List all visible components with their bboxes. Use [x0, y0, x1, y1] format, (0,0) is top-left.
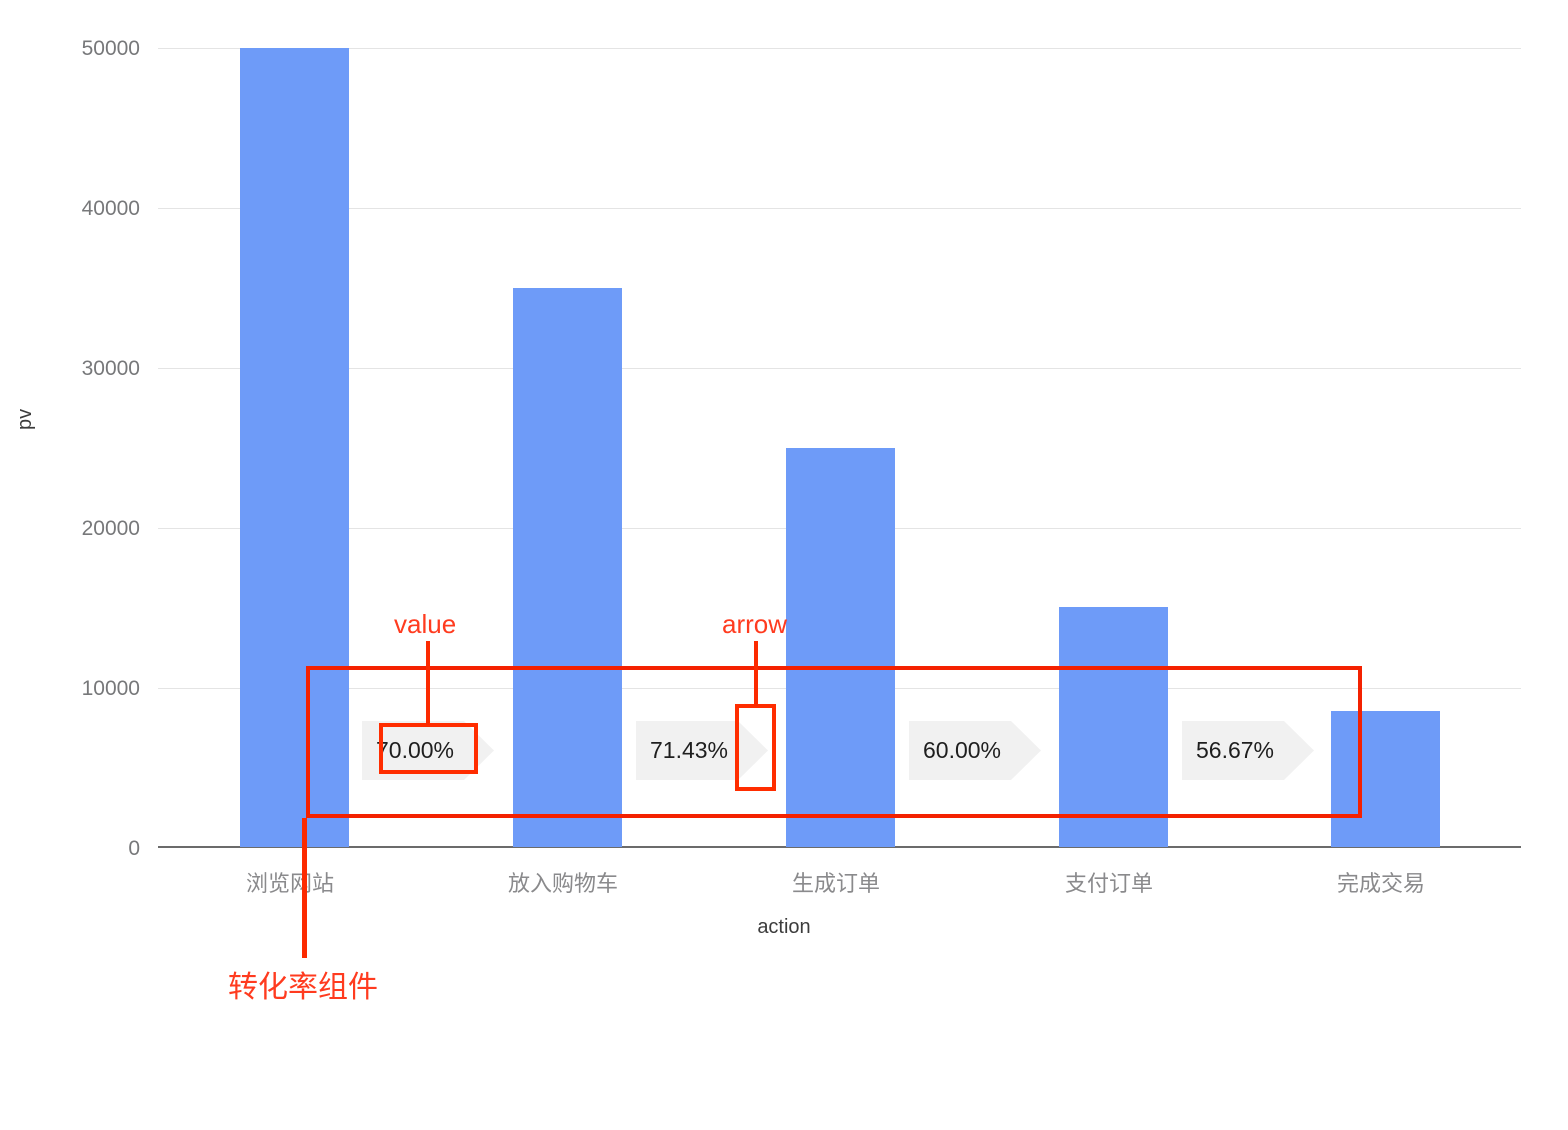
bar-2[interactable]	[786, 447, 895, 847]
bar-3[interactable]	[1059, 607, 1168, 847]
x-tick-label-0: 浏览网站	[245, 871, 334, 896]
y-tick-label-30000: 30000	[81, 357, 140, 380]
y-tick-label-10000: 10000	[81, 677, 140, 700]
annotation-value-label: value	[394, 609, 457, 639]
y-tick-label-20000: 20000	[81, 517, 140, 540]
annotation-arrow-leader-line	[754, 641, 758, 706]
annotation-component-rect	[306, 666, 1362, 818]
y-tick-label-50000: 50000	[81, 37, 140, 60]
x-axis-title: action	[757, 916, 811, 938]
annotation-arrow-rect	[735, 704, 776, 791]
x-axis-line	[158, 846, 1521, 848]
gridline-30000	[158, 368, 1521, 369]
conversion-label-3[interactable]: 56.67%	[1182, 721, 1314, 780]
bar-0[interactable]	[240, 48, 349, 847]
x-tick-label-3: 支付订单	[1064, 871, 1153, 896]
x-tick-label-1: 放入购物车	[507, 871, 618, 896]
annotation-value-leader-line	[426, 641, 430, 725]
y-tick-label-40000: 40000	[81, 197, 140, 220]
annotation-value-rect	[379, 723, 478, 774]
conversion-label-1[interactable]: 71.43%	[636, 721, 768, 780]
x-tick-label-2: 生成订单	[791, 871, 880, 896]
conversion-label-2[interactable]: 60.00%	[909, 721, 1041, 780]
x-tick-label-4: 完成交易	[1336, 871, 1425, 896]
y-tick-label-0: 0	[128, 837, 140, 860]
y-axis-title: pv	[14, 408, 36, 430]
gridline-40000	[158, 208, 1521, 209]
bar-4[interactable]	[1331, 711, 1440, 847]
plot-area	[158, 48, 1521, 848]
annotation-component-label: 转化率组件	[228, 971, 378, 1004]
gridline-50000	[158, 48, 1521, 49]
annotation-arrow-label: arrow	[722, 609, 788, 639]
bar-1[interactable]	[513, 287, 622, 847]
annotation-component-leader-line	[302, 818, 307, 958]
